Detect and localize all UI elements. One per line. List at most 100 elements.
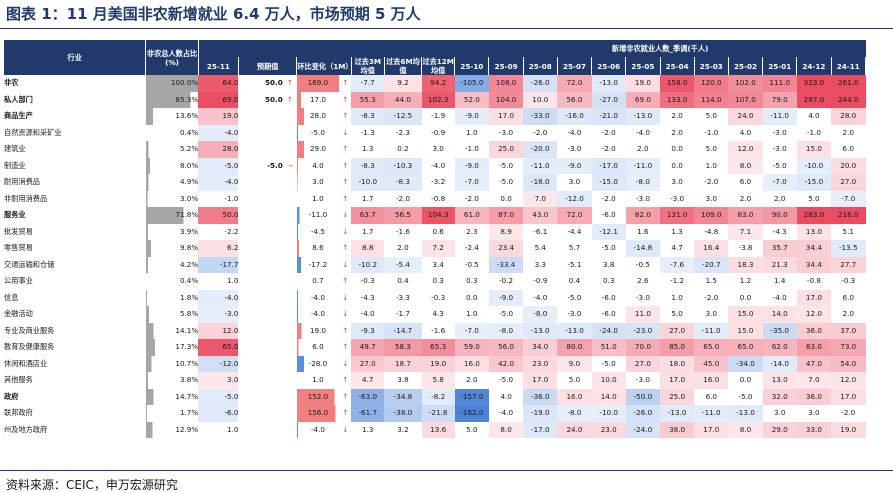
history-cell: 42.0 xyxy=(488,355,524,372)
mom-change-cell: -4.0 xyxy=(296,421,340,438)
latest-value-cell: -5.0 xyxy=(198,157,239,174)
history-cell: 52.0 xyxy=(454,91,489,108)
consensus-cell xyxy=(238,323,282,340)
mom-down-arrow-icon: ↓ xyxy=(342,309,349,318)
history-cell: 1.0 xyxy=(671,292,683,302)
avg-cell-a3: 1.3 xyxy=(362,144,374,153)
mom-down-arrow-icon: ↓ xyxy=(342,226,349,236)
avg-cell-a6: -1.6 xyxy=(395,226,410,236)
history-cell: 62.0 xyxy=(762,339,797,356)
history-cell: 17.0 xyxy=(488,108,524,125)
history-cell: 120.0 xyxy=(694,75,729,92)
mom-down-arrow-icon: ↓ xyxy=(342,127,349,137)
share-cell: 1.8% xyxy=(145,289,199,306)
mom-change-cell: 19.0 xyxy=(296,322,340,339)
row-label: 信息 xyxy=(4,292,19,302)
history-cell: 0.0 xyxy=(500,193,512,203)
table-row: 公用事业 0.4% 1.0 0.7 ↑ -0.3 0.4 0.3 0.3 -0.2 -0.9 0.4 0… xyxy=(4,273,866,290)
avg-cell-a3: -1.3 xyxy=(360,127,375,137)
history-cell: -7.6 xyxy=(660,256,695,273)
avg-cell-a6: 18.7 xyxy=(384,355,422,372)
history-cell: -4.0 xyxy=(533,292,548,302)
latest-value-cell: -1.0 xyxy=(224,193,239,203)
history-cell: -11.0 xyxy=(694,322,729,339)
history-cell: -23.0 xyxy=(625,322,660,339)
history-cell: 23.4 xyxy=(488,240,524,257)
avg-cell-a6: 0.4 xyxy=(397,276,409,285)
consensus-flat-arrow-icon: → xyxy=(286,160,293,170)
history-cell: 37.0 xyxy=(831,322,866,339)
avg-cell-a12: 13.6 xyxy=(421,421,455,438)
history-cell: 261.0 xyxy=(831,75,866,92)
history-cell: -1.2 xyxy=(670,276,685,285)
history-cell: 25.0 xyxy=(488,141,524,158)
consensus-cell xyxy=(238,191,282,208)
history-cell: -5.0 xyxy=(499,375,514,384)
avg-cell-a3: 1.7 xyxy=(362,193,374,203)
avg-cell-a3: 49.7 xyxy=(351,339,385,356)
table-row: 政府 14.7% -5.0 152.0 ↑ -63.0 -34.8 -8.2 -157.0 4.0… xyxy=(4,388,866,405)
history-cell: -34.0 xyxy=(728,355,763,372)
history-cell: -0.9 xyxy=(533,276,548,285)
history-cell: 3.0 xyxy=(808,408,820,417)
header-month-9: 25-01 xyxy=(762,57,798,75)
history-cell: -3.0 xyxy=(772,127,787,137)
history-cell: 54.0 xyxy=(831,355,866,372)
history-cell: 16.0 xyxy=(557,388,592,405)
avg-cell-a12: -0.3 xyxy=(431,292,446,302)
history-cell: -6.0 xyxy=(601,210,616,219)
avg-cell-a6: 0.2 xyxy=(397,144,409,153)
mom-change-cell: 1.0 xyxy=(296,372,340,389)
history-cell: 114.0 xyxy=(694,91,729,108)
consensus-cell xyxy=(238,108,282,125)
mom-change-cell: 6.0 xyxy=(296,339,340,356)
history-cell: -1.0 xyxy=(464,144,479,153)
history-cell: 3.8 xyxy=(602,259,615,269)
history-cell: -157.0 xyxy=(454,388,489,405)
history-cell: 2.0 xyxy=(773,193,786,203)
mom-change-cell: 8.6 xyxy=(296,240,340,257)
header-last: 25-11 xyxy=(198,57,239,75)
history-cell: -2.4 xyxy=(464,243,479,252)
consensus-cell xyxy=(238,240,282,257)
share-cell: 4.9% xyxy=(145,174,199,191)
avg-cell-a3: 63.7 xyxy=(351,207,385,224)
history-cell: -9.0 xyxy=(488,289,524,306)
history-cell: 18.3 xyxy=(728,256,763,273)
consensus-up-arrow-icon: ↑ xyxy=(286,94,293,104)
history-cell: -24.0 xyxy=(625,421,660,438)
table-row: 制造业 8.0% -5.0 -5.0 → 4.0 ↑ -8.3 -10.3 -4.0 -9.0 -5.… xyxy=(4,157,866,174)
consensus-arrow-empty xyxy=(283,405,297,422)
history-cell: 83.0 xyxy=(728,207,763,224)
header-month-1: 25-09 xyxy=(488,57,524,75)
employment-heatmap-table: 行业 非农总人数占比(%) 新增非农就业人数_季调(千人) 25-11 预期值 … xyxy=(4,40,867,438)
avg-cell-a6: 3.2 xyxy=(397,424,409,434)
history-cell: -0.5 xyxy=(635,259,650,269)
history-cell: 158.0 xyxy=(660,75,695,92)
history-cell: -5.0 xyxy=(601,243,616,252)
avg-cell-a6: -34.8 xyxy=(384,388,422,405)
history-cell: -36.0 xyxy=(523,388,558,405)
history-cell: 108.0 xyxy=(488,75,524,92)
history-cell: -7.0 xyxy=(454,322,489,339)
history-cell: -1.0 xyxy=(806,127,821,137)
consensus-cell xyxy=(238,224,282,241)
row-label: 休闲和酒店业 xyxy=(4,358,48,368)
history-cell: 17.0 xyxy=(523,372,558,389)
avg-cell-a3: -4.3 xyxy=(360,292,375,302)
history-cell: -0.3 xyxy=(841,276,856,285)
history-cell: 2.0 xyxy=(671,127,683,137)
avg-cell-a3: -9.3 xyxy=(351,322,385,339)
history-cell: -10.0 xyxy=(796,157,832,174)
avg-cell-a12: 104.3 xyxy=(421,207,455,224)
history-cell: -11.0 xyxy=(694,405,729,422)
consensus-arrow-empty xyxy=(283,257,297,274)
header-history-group: 新增非农就业人数_季调(千人) xyxy=(454,40,866,57)
latest-value-cell: -3.0 xyxy=(198,306,239,323)
table-row: 信息 1.8% -4.0 -4.0 ↓ -4.3 -3.3 -0.3 0.0 -9.0 -4.0 -5… xyxy=(4,289,866,306)
footer-divider xyxy=(0,470,893,471)
mom-change-cell: 1.0 xyxy=(296,190,340,207)
avg-cell-a12: 3.4 xyxy=(432,259,444,269)
consensus-arrow-empty xyxy=(283,356,297,373)
mom-down-arrow-icon: ↓ xyxy=(342,358,349,368)
